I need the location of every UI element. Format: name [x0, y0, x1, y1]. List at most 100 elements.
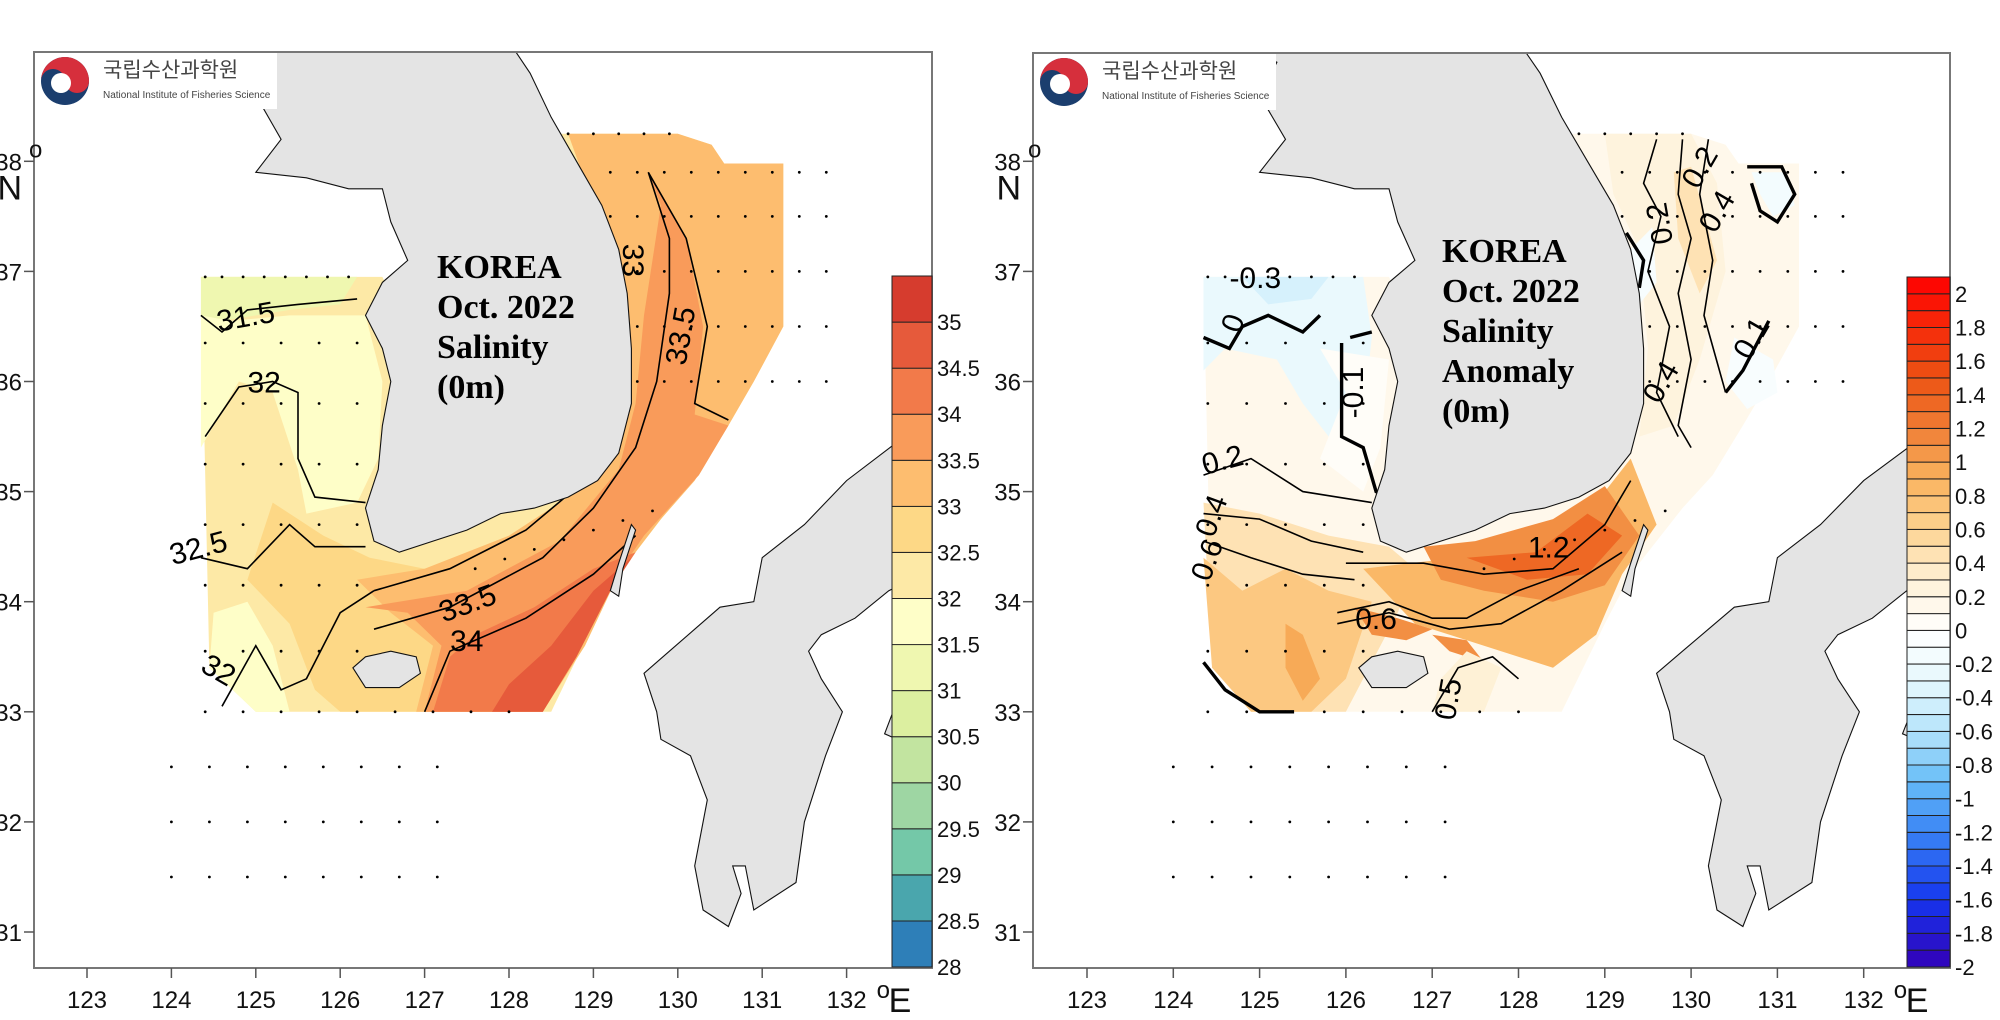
station-dot [1603, 528, 1607, 532]
title-line: Salinity [437, 329, 548, 366]
colorbar-band [1906, 916, 1951, 934]
station-dot [203, 710, 207, 714]
contour-label: -0.3 [1229, 262, 1281, 295]
station-dot [1361, 523, 1365, 526]
station-dot [1245, 402, 1249, 405]
station-dot [566, 132, 570, 136]
station-dot [1366, 820, 1369, 824]
station-dot [743, 325, 747, 328]
station-dot [1361, 710, 1365, 714]
station-dot [208, 820, 211, 824]
station-dot [170, 765, 173, 769]
colorbar-band [1906, 428, 1951, 446]
colorbar-band [891, 413, 933, 461]
station-dot [635, 215, 639, 218]
station-dot [824, 380, 828, 383]
station-dot [1171, 765, 1175, 769]
jeju-island [352, 650, 422, 689]
station-dot [355, 583, 359, 587]
station-dot [1331, 275, 1335, 279]
x-tick-label: 124 [151, 987, 191, 1014]
station-dot [1648, 380, 1652, 383]
title-line: (0m) [1442, 393, 1510, 430]
colorbar-band [891, 782, 933, 830]
colorbar-label: -0.4 [1955, 686, 1993, 711]
station-dot [1758, 325, 1762, 328]
station-dot [1478, 710, 1482, 714]
y-tick-label: 35 [994, 480, 1021, 507]
station-dot [241, 275, 245, 279]
station-dot [397, 820, 401, 824]
station-dot [241, 649, 245, 653]
station-dot [1322, 402, 1326, 405]
station-dot [1206, 275, 1210, 279]
station-dot [1786, 215, 1790, 218]
colorbar-label: 2 [1955, 282, 1967, 307]
station-dot [355, 462, 359, 466]
station-dot [321, 875, 325, 879]
station-dot [279, 710, 283, 714]
station-dot [397, 875, 401, 879]
station-dot [1758, 215, 1762, 218]
contour-line [200, 298, 358, 334]
station-dot [435, 820, 439, 824]
station-dot [246, 875, 249, 879]
colorbar-band [1906, 512, 1951, 530]
contour-label: 1.2 [1528, 532, 1570, 565]
station-dot [1245, 649, 1249, 653]
contour-line [1431, 655, 1520, 713]
station-dot [1249, 875, 1253, 879]
x-tick-label: 127 [1412, 987, 1452, 1014]
station-dot [355, 710, 359, 714]
data-field-region [200, 315, 383, 514]
station-dot [317, 341, 321, 345]
station-dot [1814, 270, 1817, 273]
colorbar-band [1906, 444, 1951, 463]
station-dot [1648, 215, 1652, 218]
colorbar-band [891, 828, 933, 876]
nifs-logo: 국립수산과학원 National Institute of Fisheries S… [35, 53, 277, 109]
station-dot [355, 341, 359, 345]
contour-line [1337, 551, 1623, 631]
colorbar-band [891, 920, 933, 968]
x-tick-label: 130 [658, 987, 698, 1014]
colorbar-label: -1.6 [1955, 888, 1993, 913]
station-dot [797, 270, 801, 273]
station-dot [241, 341, 245, 345]
colorbar-band [891, 275, 933, 323]
station-dot [1284, 649, 1287, 653]
station-dot [1648, 170, 1652, 174]
station-dot [608, 170, 612, 174]
station-dot [635, 325, 639, 328]
colorbar-label: -1.4 [1955, 854, 1993, 879]
station-dot [824, 170, 828, 174]
colorbar-band [1906, 360, 1951, 379]
contour-line [221, 590, 375, 707]
station-dot [1288, 875, 1292, 879]
x-tick-label: 132 [827, 987, 867, 1014]
station-dot [1327, 765, 1330, 769]
station-dot [1703, 270, 1707, 273]
colorbar-band [891, 367, 933, 415]
station-dot [689, 325, 693, 328]
station-dot [283, 875, 287, 879]
colorbar-band [891, 874, 933, 922]
station-dot [1786, 325, 1790, 328]
station-dot [1361, 341, 1365, 345]
station-dot [1443, 875, 1447, 879]
station-dot [743, 270, 747, 273]
station-dot [317, 583, 321, 587]
station-dot [1366, 765, 1369, 769]
station-dot [279, 402, 283, 405]
station-dot [321, 820, 325, 824]
y-tick-label: 34 [994, 590, 1021, 617]
colorbar-label: 33.5 [937, 448, 980, 473]
station-dot [317, 402, 321, 405]
contour-line [423, 535, 637, 713]
title-line: Oct. 2022 [1442, 273, 1580, 310]
y-tick-label: 32 [994, 810, 1021, 837]
station-dot [1517, 710, 1520, 714]
data-field-region [1203, 276, 1372, 448]
station-dot [743, 170, 747, 174]
y-tick-label: 38 [0, 149, 22, 176]
